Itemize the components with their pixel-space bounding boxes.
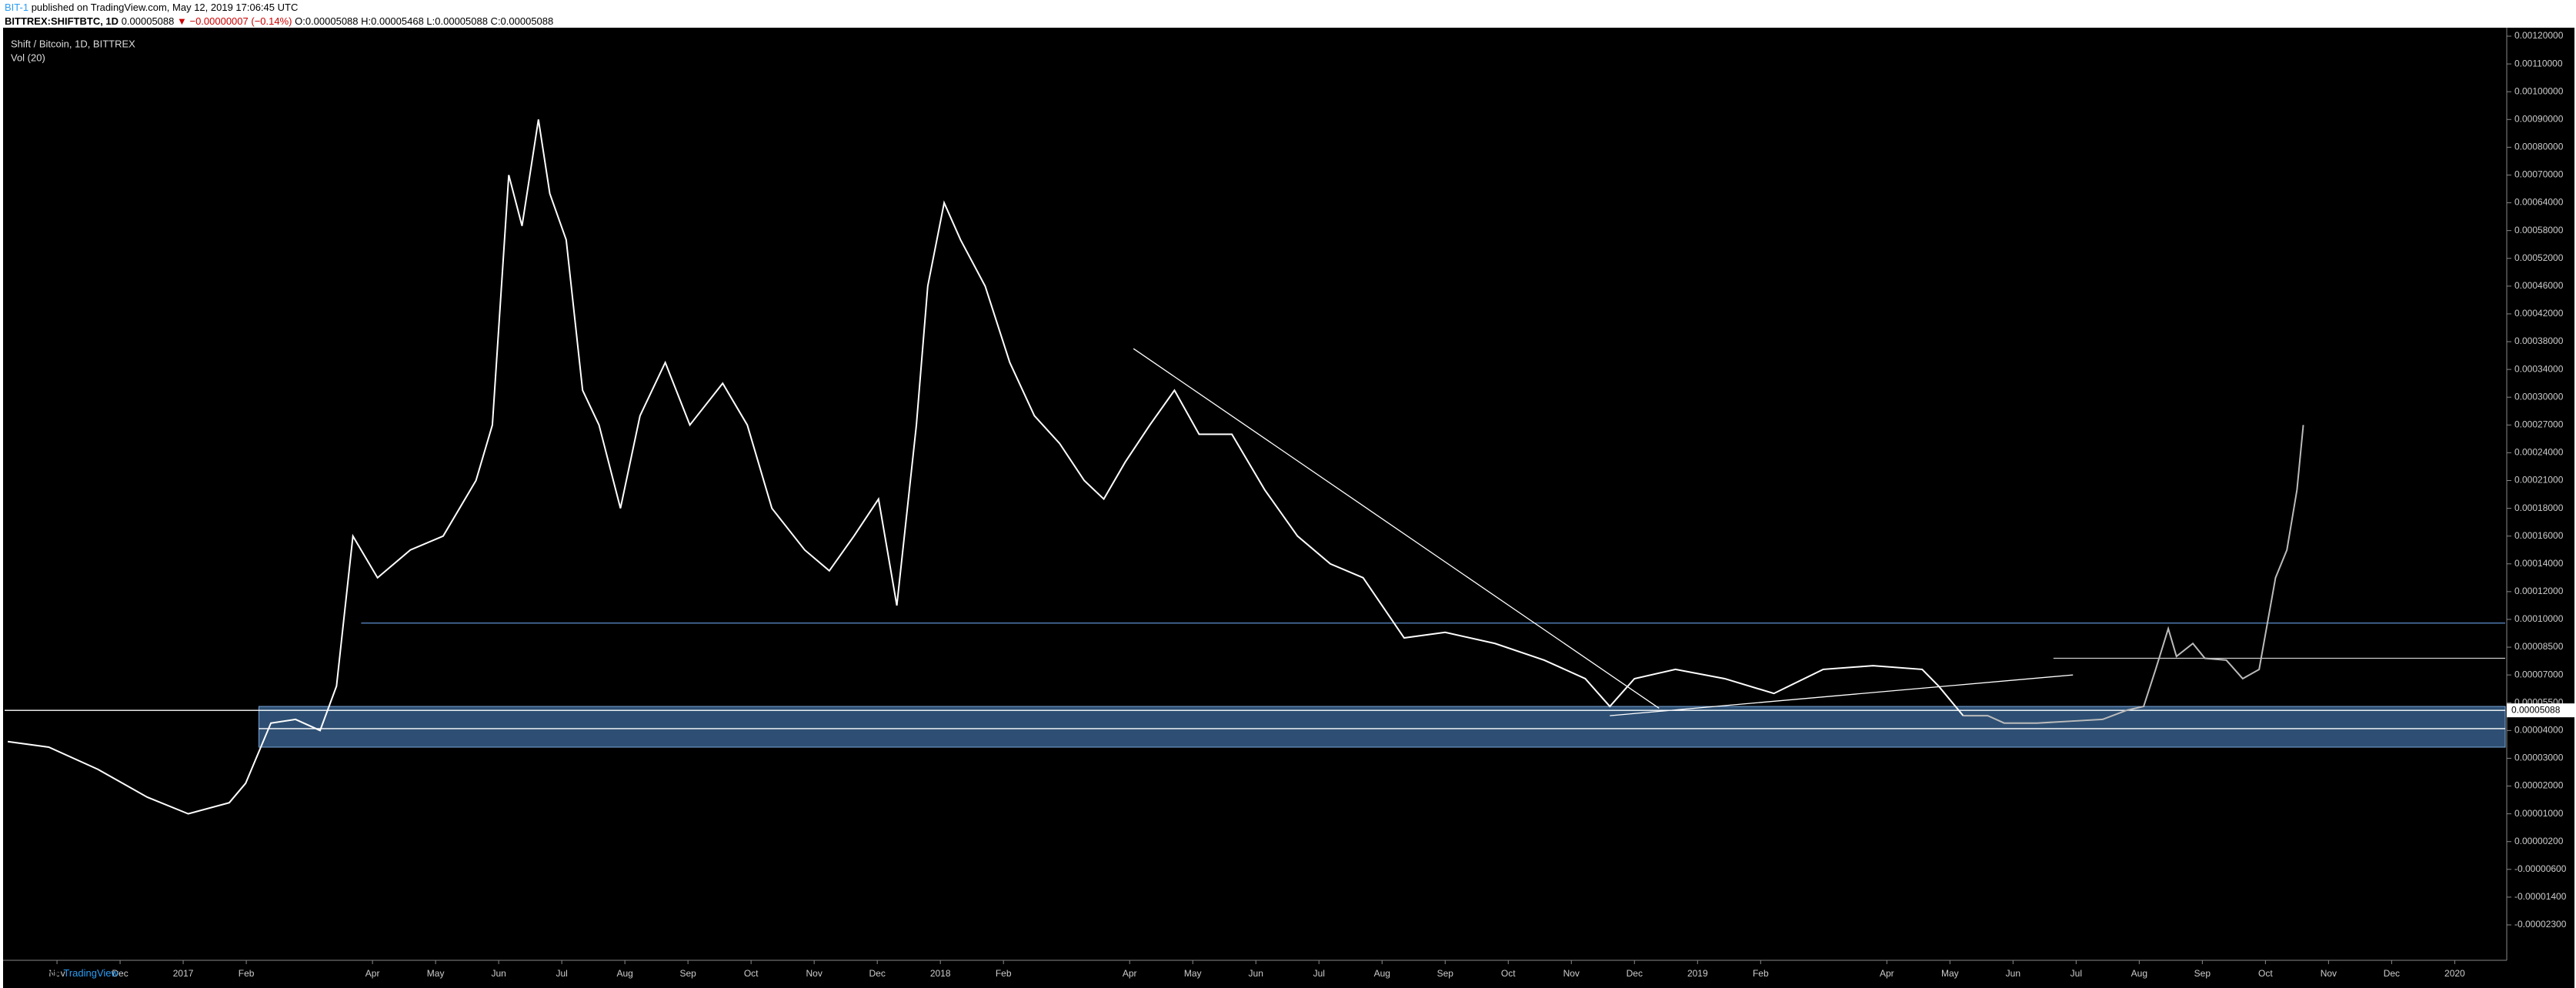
x-tick-label: Nov <box>2321 968 2337 979</box>
x-tick-label: Jul <box>1313 968 1325 979</box>
y-tick-label: 0.00004000 <box>2514 725 2564 736</box>
chart-bg <box>3 28 2574 988</box>
y-tick-label: 0.00012000 <box>2514 586 2564 596</box>
y-tick-label: 0.00042000 <box>2514 308 2564 319</box>
price-line <box>7 119 1964 815</box>
y-tick-label: 0.00038000 <box>2514 335 2564 346</box>
x-tick-label: May <box>1941 968 1959 979</box>
created: Created with <box>5 967 61 979</box>
x-tick-label: Aug <box>616 968 632 979</box>
y-tick-label: 0.00120000 <box>2514 30 2564 41</box>
y-tick-label: 0.00002000 <box>2514 780 2564 791</box>
published: published on TradingView.com, May 12, 20… <box>31 2 299 13</box>
x-tick-label: Dec <box>112 968 128 979</box>
x-tick-label: Jun <box>1249 968 1263 979</box>
x-tick-label: Dec <box>2384 968 2400 979</box>
volume-label: Vol (20) <box>11 52 45 63</box>
brand[interactable]: TradingView <box>63 967 118 979</box>
x-tick-label: Sep <box>1437 968 1454 979</box>
x-tick-label: Jul <box>2070 968 2082 979</box>
x-tick-label: Dec <box>869 968 886 979</box>
last-price-box <box>2507 703 2574 718</box>
publish-line: BIT-1 published on TradingView.com, May … <box>5 2 298 13</box>
y-tick-label: -0.00000600 <box>2514 863 2567 874</box>
price-line <box>1963 425 2304 724</box>
y-tick-label: 0.00030000 <box>2514 391 2564 402</box>
y-tick-label: 0.00016000 <box>2514 530 2564 541</box>
y-tick-label: 0.00090000 <box>2514 113 2564 124</box>
y-tick-label: 0.00024000 <box>2514 447 2564 458</box>
x-tick-label: May <box>427 968 445 979</box>
y-tick-label: 0.00010000 <box>2514 613 2564 624</box>
chart-title: Shift / Bitcoin, 1D, BITTREX <box>11 38 135 49</box>
x-tick-label: Feb <box>1753 968 1769 979</box>
x-tick-label: Feb <box>996 968 1012 979</box>
symbol-line: BITTREX:SHIFTBTC, 1D 0.00005088 ▼ −0.000… <box>5 15 553 27</box>
x-tick-label: Feb <box>239 968 255 979</box>
x-tick-label: Nov <box>48 968 65 979</box>
support-zone <box>258 706 2506 748</box>
x-tick-label: 2018 <box>930 968 951 979</box>
y-tick-label: 0.00110000 <box>2514 58 2563 68</box>
x-tick-label: Dec <box>1627 968 1643 979</box>
author[interactable]: BIT-1 <box>5 2 29 13</box>
y-tick-label: 0.00046000 <box>2514 280 2564 291</box>
x-tick-label: 2019 <box>1687 968 1708 979</box>
x-tick-label: Apr <box>1880 968 1894 979</box>
y-tick-label: 0.00064000 <box>2514 197 2564 208</box>
x-tick-label: Sep <box>679 968 696 979</box>
y-tick-label: 0.00001000 <box>2514 808 2564 819</box>
x-tick-label: Apr <box>1123 968 1137 979</box>
x-tick-label: Jul <box>556 968 567 979</box>
last: 0.00005088 <box>121 15 175 27</box>
y-tick-label: 0.00100000 <box>2514 85 2564 96</box>
x-tick-label: Oct <box>744 968 759 979</box>
y-tick-label: 0.00034000 <box>2514 363 2564 374</box>
y-tick-label: 0.00080000 <box>2514 142 2564 152</box>
last-price-label: 0.00005088 <box>2511 704 2561 715</box>
x-tick-label: Jun <box>491 968 506 979</box>
x-tick-label: 2017 <box>173 968 194 979</box>
y-tick-label: 0.00058000 <box>2514 225 2564 235</box>
x-tick-label: Oct <box>2258 968 2273 979</box>
x-tick-label: Nov <box>1563 968 1580 979</box>
y-tick-label: 0.00003000 <box>2514 753 2564 763</box>
x-tick-label: Aug <box>2131 968 2147 979</box>
ohlc: O:0.00005088 H:0.00005468 L:0.00005088 C… <box>295 15 554 27</box>
y-tick-label: 0.00014000 <box>2514 558 2564 569</box>
x-tick-label: Aug <box>1374 968 1390 979</box>
y-tick-label: 0.00021000 <box>2514 475 2564 486</box>
x-tick-label: Nov <box>806 968 822 979</box>
y-tick-label: 0.00052000 <box>2514 252 2564 263</box>
x-tick-label: Sep <box>2194 968 2211 979</box>
drawing-line <box>1133 348 1660 709</box>
y-tick-label: 0.00008500 <box>2514 641 2564 652</box>
y-tick-label: 0.00007000 <box>2514 669 2564 679</box>
x-tick-label: Apr <box>365 968 380 979</box>
x-tick-label: 2020 <box>2444 968 2465 979</box>
y-tick-label: -0.00002300 <box>2514 919 2567 930</box>
x-tick-label: Jun <box>2006 968 2020 979</box>
symbol: BITTREX:SHIFTBTC, 1D <box>5 15 119 27</box>
chart: Shift / Bitcoin, 1D, BITTREX Vol (20) 0.… <box>3 28 2574 988</box>
footer: Created with TradingView <box>5 967 118 979</box>
y-tick-label: 0.00070000 <box>2514 169 2564 180</box>
change: ▼ −0.00000007 (−0.14%) <box>177 15 292 27</box>
y-tick-label: 0.00027000 <box>2514 419 2564 429</box>
drawing-line <box>1610 674 2074 716</box>
y-tick-label: 0.00018000 <box>2514 502 2564 513</box>
y-tick-label: -0.00001400 <box>2514 891 2567 902</box>
y-tick-label: 0.00000200 <box>2514 836 2564 846</box>
x-tick-label: May <box>1184 968 1202 979</box>
x-tick-label: Oct <box>1501 968 1516 979</box>
